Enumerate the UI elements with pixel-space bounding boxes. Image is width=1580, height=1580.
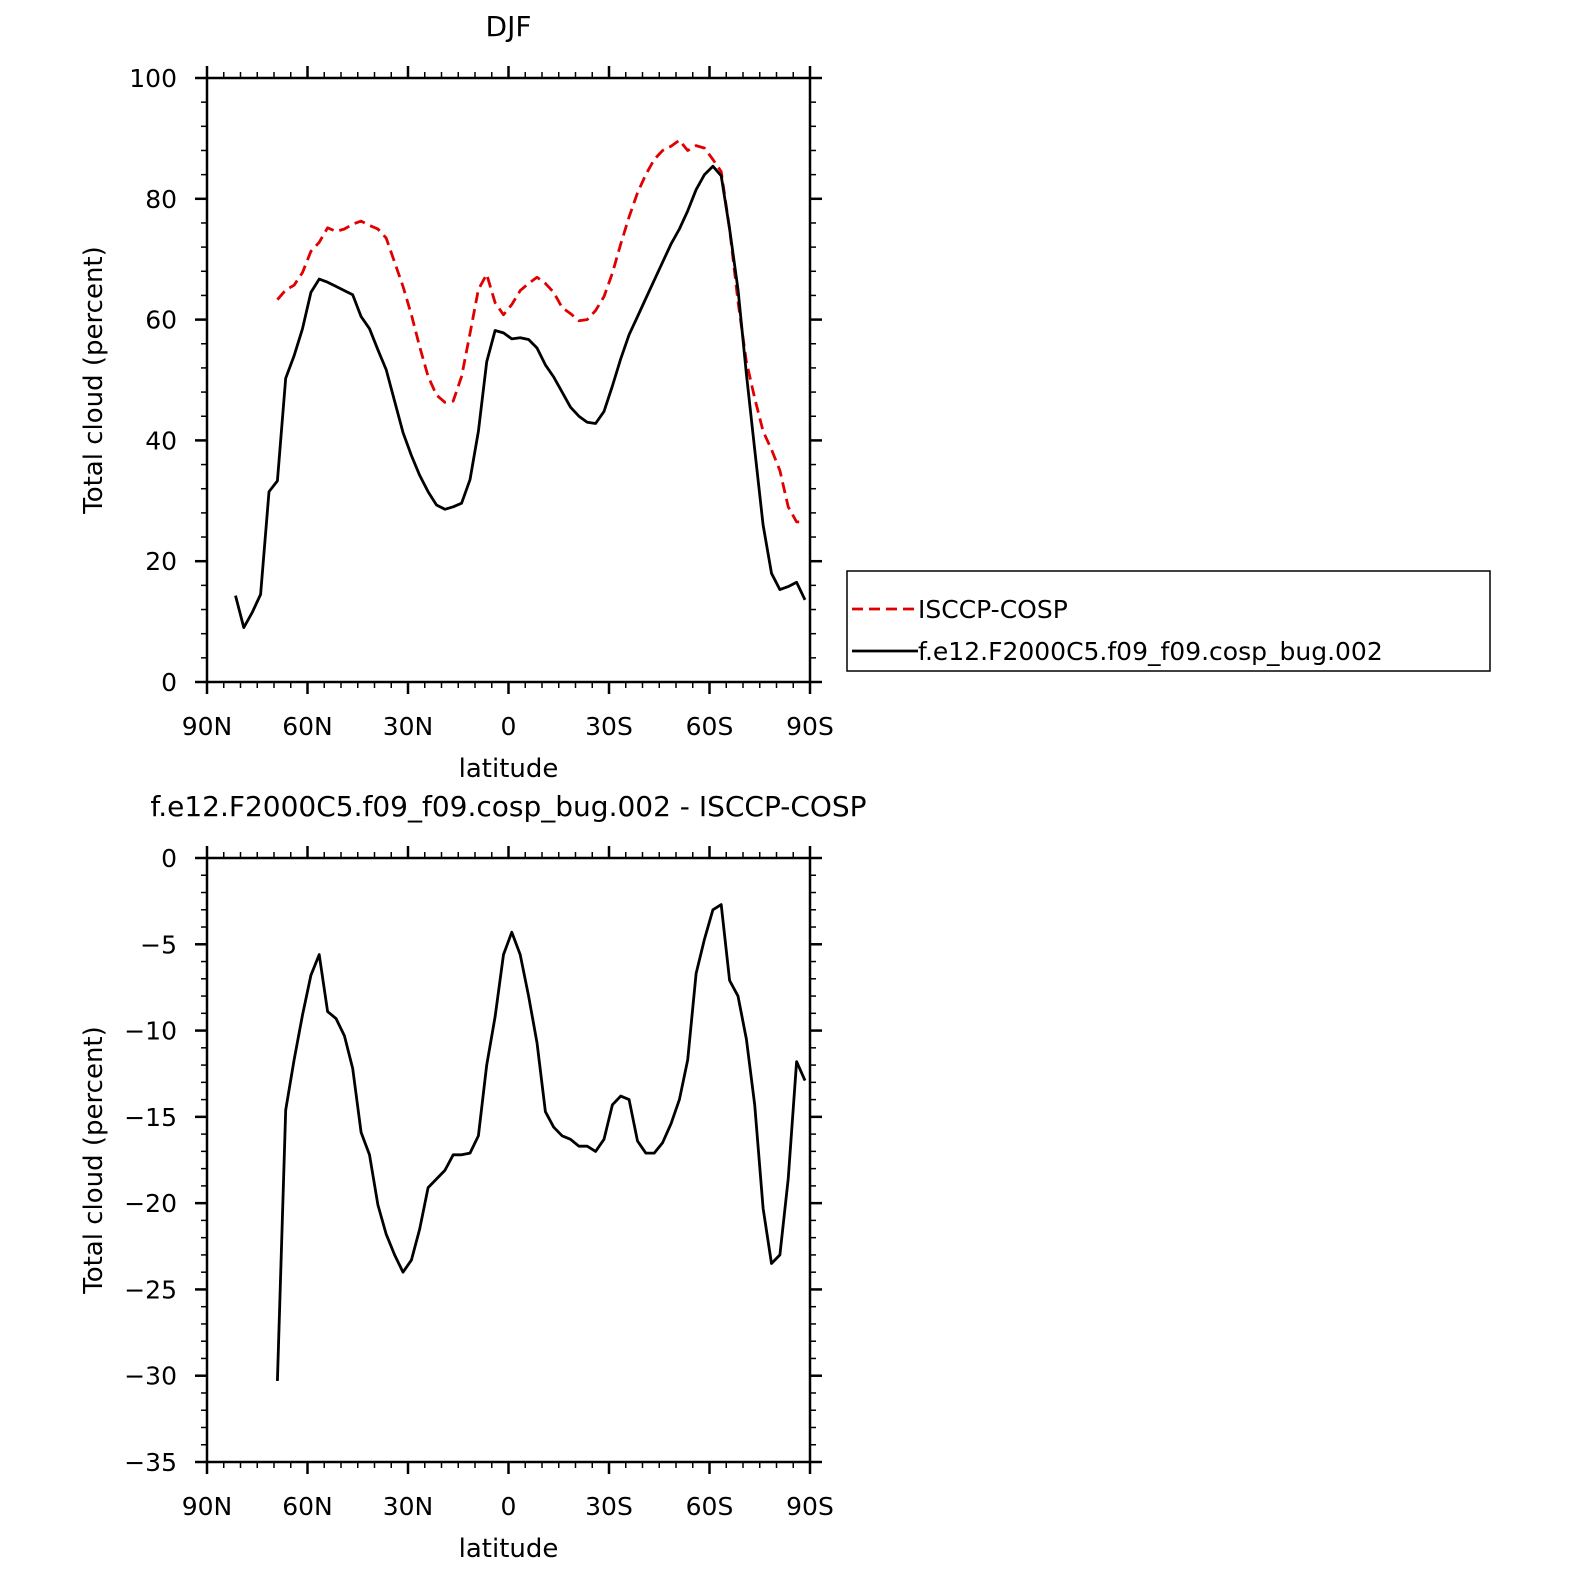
series-line-model [276, 903, 807, 1381]
bottom-panel-difference: 90N 60N 30N 0 30S 60S 90S 0 −5 −10 −15 −20 −25 −30 −35… [79, 790, 867, 1564]
y-axis-title: Total cloud (percent) [79, 246, 109, 515]
x-axis-title: latitude [459, 1534, 559, 1564]
y-axis-title: Total cloud (percent) [79, 1026, 109, 1295]
x-tick-label: 0 [501, 712, 517, 741]
x-tick-label: 30S [585, 1492, 633, 1521]
y-tick-label: −35 [124, 1448, 177, 1477]
x-tick-label: 60N [282, 712, 333, 741]
legend: ISCCP-COSP f.e12.F2000C5.f09_f09.cosp_bug… [846, 570, 1491, 672]
legend-label: ISCCP-COSP [918, 595, 1068, 624]
y-tick-label: −10 [124, 1017, 177, 1046]
y-tick-label: −30 [124, 1362, 177, 1391]
x-tick-label: 0 [501, 1492, 517, 1521]
x-axis-title: latitude [459, 754, 559, 784]
x-tick-label: 90S [786, 1492, 834, 1521]
x-tick-label: 60S [686, 712, 734, 741]
series-line-model [234, 164, 807, 629]
legend-box [846, 570, 1491, 672]
y-tick-label: 40 [145, 426, 177, 455]
x-tick-label: 90N [182, 1492, 233, 1521]
x-tick-label: 30S [585, 712, 633, 741]
y-tick-label: −15 [124, 1103, 177, 1132]
x-tick-label: 90S [786, 712, 834, 741]
y-tick-label: −25 [124, 1275, 177, 1304]
y-tick-label: −5 [140, 930, 177, 959]
plot-frame [205, 856, 812, 1464]
top-panel-djf: 90N 60N 30N 0 30S 60S 90S 0 20 40 60 80 100 latitude T… [79, 10, 1491, 784]
y-tick-label: 100 [129, 64, 177, 93]
x-tick-label: 90N [182, 712, 233, 741]
x-tick-label: 30N [383, 1492, 434, 1521]
x-tick-label: 30N [383, 712, 434, 741]
x-tick-label: 60N [282, 1492, 333, 1521]
y-tick-label: −20 [124, 1189, 177, 1218]
chart-title: DJF [486, 10, 532, 43]
legend-label: f.e12.F2000C5.f09_f09.cosp_bug.002 [918, 637, 1383, 666]
x-tick-label: 60S [686, 1492, 734, 1521]
y-tick-label: 80 [145, 185, 177, 214]
y-tick-label: 0 [161, 668, 177, 697]
y-tick-label: 20 [145, 547, 177, 576]
y-tick-label: 60 [145, 306, 177, 335]
y-tick-label: 0 [161, 844, 177, 873]
chart-title: f.e12.F2000C5.f09_f09.cosp_bug.002 - ISC… [150, 790, 866, 823]
